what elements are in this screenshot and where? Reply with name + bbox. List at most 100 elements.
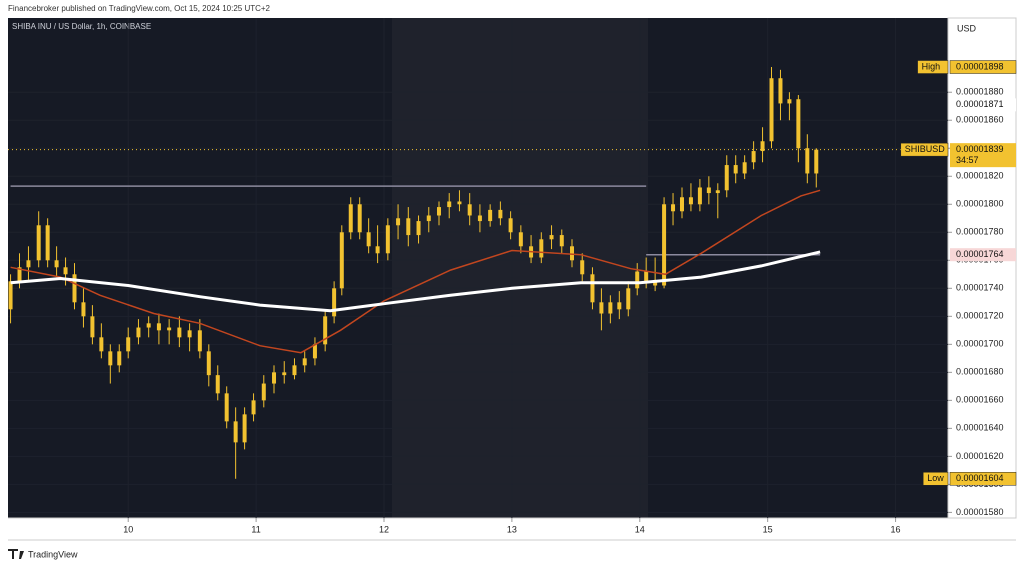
candle-body (653, 281, 658, 286)
x-tick-label: 11 (251, 524, 260, 534)
candle-body (282, 372, 287, 376)
candle-body (167, 327, 172, 331)
candle-body (599, 302, 604, 314)
candle-body (26, 260, 31, 268)
y-tick-label: 0.00001660 (956, 395, 1004, 405)
header-text: Financebroker published on TradingView.c… (8, 4, 271, 13)
candle-body (679, 197, 684, 212)
candle-body (580, 260, 585, 275)
y-tick-label: 0.00001820 (956, 171, 1004, 181)
candle-body (626, 288, 631, 310)
candle-body (688, 197, 693, 205)
candle-body (146, 323, 151, 328)
candle-body (769, 78, 774, 142)
candle-body (733, 165, 738, 174)
candle-body (608, 302, 613, 314)
candle-body (108, 351, 113, 366)
x-tick-label: 10 (123, 524, 133, 534)
candle-body (570, 246, 574, 261)
price-tag-label: 0.00001839 (956, 144, 1004, 154)
x-tick-label: 16 (891, 524, 901, 534)
y-tick-label: 0.00001620 (956, 451, 1004, 461)
candle-body (292, 365, 297, 376)
price-tag (949, 472, 1017, 486)
candle-body (17, 267, 22, 282)
y-tick-label: 0.00001740 (956, 283, 1004, 293)
candle-body (177, 327, 182, 338)
x-tick-label: 15 (763, 524, 773, 534)
price-tag-name-label: High (922, 61, 941, 71)
price-countdown: 34:57 (956, 155, 979, 165)
price-tag-name-label: SHIBUSD (905, 144, 946, 154)
y-tick-label: 0.00001860 (956, 115, 1004, 125)
candle-body (375, 246, 380, 254)
candle-body (447, 201, 452, 208)
candle-body (539, 239, 544, 258)
candle-body (457, 201, 462, 205)
price-tag-name (917, 60, 949, 74)
price-tag-label: 0.00001604 (956, 473, 1004, 483)
candle-body (8, 281, 13, 310)
y-tick-label: 0.00001640 (956, 423, 1004, 433)
candle-body (406, 218, 411, 236)
price-tag (950, 98, 1016, 112)
candle-body (215, 375, 220, 394)
candle-body (224, 393, 229, 422)
candle-body (436, 207, 441, 216)
price-tag-label: 0.00001764 (956, 249, 1004, 259)
candle-body (99, 337, 104, 352)
candle-body (302, 358, 307, 366)
candle-body (63, 267, 68, 275)
candle-body (339, 232, 344, 289)
candle-body (357, 204, 362, 233)
price-tag-name (922, 472, 949, 486)
candle-body (54, 260, 59, 268)
price-tag-name (900, 142, 949, 157)
candle-body (332, 288, 337, 317)
y-tick-label: 0.00001680 (956, 367, 1004, 377)
price-tag-label: 0.00001871 (956, 99, 1004, 109)
candle-body (426, 215, 431, 222)
candle-body (242, 414, 247, 443)
candle-body (488, 209, 493, 222)
moving-average (10, 189, 821, 354)
axis-unit: USD (957, 23, 977, 33)
candle-body (715, 190, 720, 194)
candle-body (90, 316, 95, 338)
candle-body (617, 302, 622, 310)
candle-body (187, 330, 192, 338)
y-tick-label: 0.00001780 (956, 227, 1004, 237)
x-tick-label: 13 (507, 524, 517, 534)
price-tag-label: 0.00001898 (956, 61, 1004, 71)
candle-body (706, 187, 711, 194)
candle-body (751, 151, 756, 163)
candle-body (261, 383, 266, 401)
candle-body (671, 204, 676, 212)
candle-body (662, 204, 667, 286)
candle-body (760, 141, 765, 152)
candle-body (467, 204, 472, 216)
y-tick-label: 0.00001800 (956, 199, 1004, 209)
candle-body (590, 274, 595, 303)
moving-average (10, 250, 821, 313)
candle-body (635, 271, 640, 289)
candle-body (396, 218, 401, 226)
candle-body (323, 316, 328, 345)
candle-body (156, 323, 161, 331)
y-tick-label: 0.00001580 (956, 507, 1004, 517)
candle-body (206, 351, 211, 376)
candle-body (778, 78, 783, 104)
candle-body (72, 274, 77, 303)
price-tag-name-label: Low (927, 473, 944, 483)
x-tick-label: 12 (379, 524, 389, 534)
candle-body (805, 148, 810, 174)
price-tag (950, 143, 1016, 168)
candle-body (518, 232, 523, 247)
session-shade (392, 18, 648, 518)
candle-body (559, 235, 564, 247)
candle-body (45, 225, 50, 261)
candle-body (508, 218, 513, 233)
candle-body (36, 225, 41, 261)
